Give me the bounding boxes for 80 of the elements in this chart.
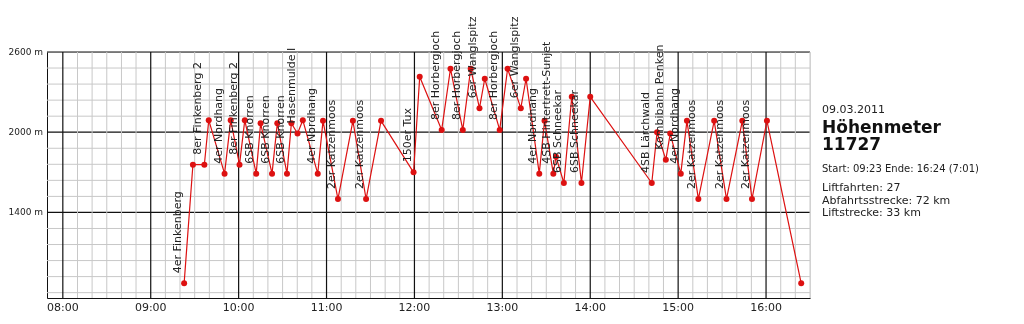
y-tick-label: 2600 m	[8, 47, 43, 57]
point	[560, 180, 567, 187]
annotation: Kombibahn Penken	[652, 44, 666, 150]
annotation: 8er Horbergjoch	[486, 30, 500, 120]
x-tick-label: 13:00	[486, 301, 519, 314]
annotation: Hasenmulde I	[284, 47, 298, 124]
point	[253, 170, 260, 177]
text: Höhenmeter 11727	[822, 117, 942, 154]
annotation: 4er Nordhang	[667, 87, 681, 164]
point	[476, 105, 483, 112]
annotation: 6SB Knorren	[243, 95, 257, 164]
point	[677, 170, 684, 177]
annotation: 4er Finkenberg	[171, 191, 185, 274]
annotation: 6er Wanglspitz	[466, 16, 480, 99]
point	[269, 170, 276, 177]
x-tick-label: 15:00	[662, 301, 694, 314]
annotation: 6er Wanglspitz	[507, 16, 521, 99]
x-tick-label: 11:00	[310, 301, 343, 314]
annotation: 150er Tux	[400, 107, 414, 163]
annotation: 4er Nordhang	[304, 87, 318, 164]
annotation: 8er Finkenberg 2	[226, 62, 240, 155]
point	[205, 117, 212, 124]
annotation: 2er Katzenmoos	[713, 99, 727, 190]
point	[334, 196, 341, 203]
annotation: 2er Katzenmoos	[738, 99, 752, 190]
annotation: 8er Finkenberg 2	[191, 62, 205, 155]
annotation: 4SB Lärchwald	[638, 92, 652, 174]
x-tick-label: 14:00	[574, 301, 607, 314]
point	[587, 93, 594, 100]
point	[378, 117, 385, 124]
point	[438, 126, 445, 133]
point	[695, 196, 702, 203]
text: 09.03.2011	[822, 103, 885, 116]
x-tick-label: 12:00	[398, 301, 431, 314]
x-tick-label: 08:00	[46, 301, 79, 314]
x-tick-label: 09:00	[134, 301, 167, 314]
point	[723, 196, 730, 203]
point	[517, 105, 524, 112]
point	[459, 126, 466, 133]
annotation: 4er Nordhang	[526, 87, 540, 164]
annotation: 2er Katzenmoos	[353, 99, 367, 190]
y-tick-label: 2000 m	[8, 127, 43, 138]
annotation: 4er Nordhang	[211, 87, 225, 164]
point	[748, 196, 755, 203]
annotation: 8er Horbergjoch	[449, 30, 463, 120]
point	[523, 75, 530, 82]
point	[201, 161, 208, 168]
text: Start: 09:23 Ende: 16:24 (7:01)	[822, 163, 980, 174]
y-tick-label: 1400 m	[8, 207, 43, 218]
x-tick-label: 10:00	[222, 301, 255, 314]
point	[283, 170, 290, 177]
annotation: 2er Katzenmoos	[324, 99, 338, 190]
point	[294, 130, 301, 137]
point	[221, 170, 228, 177]
point	[763, 117, 770, 124]
point	[648, 180, 655, 187]
point	[363, 196, 370, 203]
annotation: 6SB Schneekar	[568, 89, 582, 174]
point	[416, 73, 423, 80]
x-tick-label: 16:00	[750, 301, 782, 314]
point	[578, 180, 585, 187]
point	[314, 170, 321, 177]
point	[536, 170, 543, 177]
point	[496, 126, 503, 133]
text: Abfahrtsstrecke: 72 km	[822, 193, 951, 207]
annotation: 6SB Knorren	[273, 95, 287, 164]
point	[662, 156, 669, 163]
annotation: 2er Katzenmoos	[685, 99, 699, 190]
point	[481, 75, 488, 82]
point	[410, 169, 417, 176]
point	[299, 117, 306, 124]
point	[181, 280, 188, 287]
point	[236, 161, 243, 168]
point	[189, 161, 196, 168]
annotation: 8er Horbergjoch	[428, 30, 442, 120]
annotation: 6SB Knorren	[259, 95, 273, 164]
text: Liftstrecke: 33 km	[822, 206, 921, 219]
point	[798, 280, 805, 287]
point	[320, 117, 327, 124]
text: Liftfahrten: 27	[822, 181, 901, 194]
